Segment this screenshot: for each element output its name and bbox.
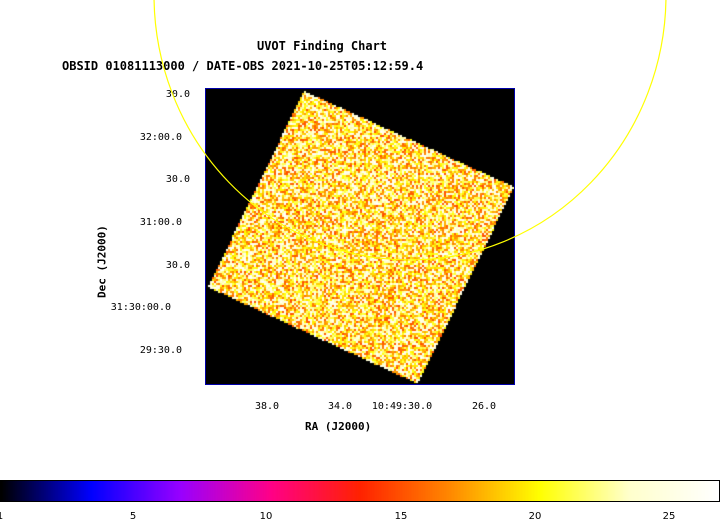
image-plot-area [205, 88, 515, 385]
y-tick-label: 31:30:00.0 [110, 302, 171, 313]
y-tick-label: 29:30.0 [139, 345, 182, 356]
colorbar-tick-label: 1 [0, 511, 15, 522]
y-tick-label: 31:00.0 [139, 217, 182, 228]
colorbar-tick-label: 5 [129, 511, 137, 522]
colorbar-tick-label: 10 [259, 511, 273, 522]
colorbar-tick-label: 25 [662, 511, 676, 522]
colorbar-tick-label: 15 [394, 511, 408, 522]
sky-image [206, 89, 514, 384]
chart-title: UVOT Finding Chart [256, 39, 388, 53]
x-tick-label: 26.0 [471, 401, 497, 412]
y-tick-label: 30.0 [165, 260, 190, 271]
y-tick-label: 30.0 [165, 89, 190, 100]
colorbar [0, 480, 720, 502]
y-tick-label: 32:00.0 [139, 132, 182, 143]
y-tick-label: 30.0 [165, 174, 190, 185]
x-tick-label: 34.0 [327, 401, 353, 412]
chart-subtitle: OBSID 01081113000 / DATE-OBS 2021-10-25T… [62, 59, 424, 73]
x-tick-label: 10:49:30.0 [371, 401, 433, 412]
y-axis-label: Dec (J2000) [95, 225, 109, 298]
colorbar-tick-label: 20 [528, 511, 542, 522]
x-axis-label: RA (J2000) [305, 420, 372, 433]
x-tick-label: 38.0 [254, 401, 280, 412]
